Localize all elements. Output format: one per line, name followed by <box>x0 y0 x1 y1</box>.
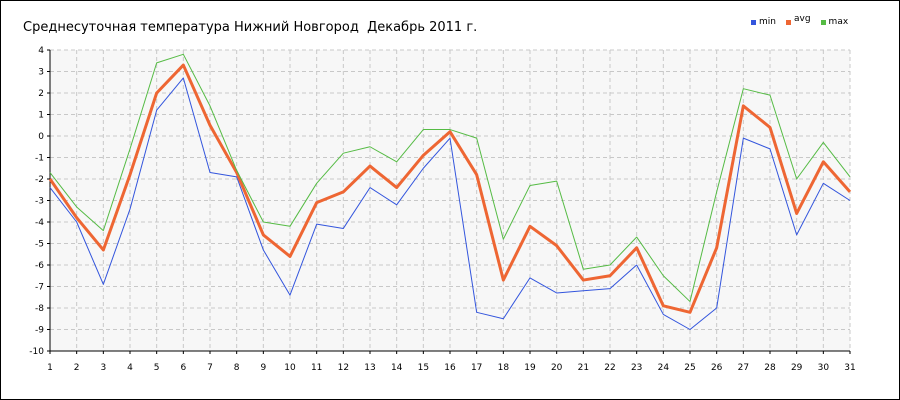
legend-item-min: min <box>751 17 776 27</box>
x-tick-label: 25 <box>684 363 695 373</box>
x-tick-label: 10 <box>284 363 296 373</box>
x-tick-label: 11 <box>311 363 322 373</box>
x-tick-label: 14 <box>391 363 403 373</box>
x-tick-label: 15 <box>418 363 429 373</box>
x-tick-label: 22 <box>604 363 615 373</box>
legend-swatch-max <box>820 19 826 25</box>
x-tick-label: 29 <box>791 363 803 373</box>
x-tick-label: 30 <box>818 363 830 373</box>
y-tick-label: -7 <box>35 283 44 293</box>
series-line-avg <box>48 63 852 314</box>
x-tick-label: 23 <box>631 363 642 373</box>
x-tick-label: 5 <box>154 363 160 373</box>
y-tick-label: -1 <box>35 154 44 164</box>
legend-label-min: min <box>759 17 776 27</box>
series-line-min <box>49 77 851 330</box>
x-tick-label: 17 <box>471 363 482 373</box>
chart-title: Среднесуточная температура Нижний Новгор… <box>23 20 478 35</box>
series-line-max <box>49 53 851 303</box>
y-tick-label: 1 <box>38 111 44 121</box>
y-tick-label: 3 <box>38 68 44 78</box>
x-tick-label: 16 <box>444 363 456 373</box>
y-tick-label: -9 <box>35 326 44 336</box>
y-tick-label: -4 <box>35 218 44 228</box>
legend-label-max: max <box>828 17 849 27</box>
legend-swatch-min <box>751 19 756 25</box>
x-tick-label: 4 <box>127 363 133 373</box>
x-tick-label: 1 <box>47 363 53 373</box>
x-tick-label: 12 <box>338 363 349 373</box>
y-tick-label: -10 <box>29 347 44 357</box>
y-tick-label: 0 <box>38 132 44 142</box>
legend-swatch-avg <box>785 19 791 25</box>
y-tick-label: -3 <box>35 197 44 207</box>
x-tick-label: 7 <box>207 363 213 373</box>
x-tick-label: 8 <box>234 363 240 373</box>
x-tick-label: 31 <box>844 363 855 373</box>
legend: min avg max <box>751 14 849 27</box>
legend-label-avg: avg <box>793 14 811 24</box>
y-tick-label: -2 <box>35 175 44 185</box>
x-tick-label: 6 <box>180 363 186 373</box>
x-tick-label: 19 <box>524 363 536 373</box>
legend-item-max: max <box>820 17 849 27</box>
x-tick-label: 28 <box>764 363 776 373</box>
y-tick-label: -6 <box>35 261 44 271</box>
x-tick-label: 18 <box>498 363 510 373</box>
x-tick-label: 27 <box>738 363 749 373</box>
y-tick-label: 4 <box>38 46 44 56</box>
x-tick-label: 21 <box>578 363 589 373</box>
y-tick-label: -5 <box>35 240 44 250</box>
x-tick-label: 20 <box>551 363 563 373</box>
x-tick-label: 9 <box>260 363 266 373</box>
legend-item-avg: avg <box>785 14 811 27</box>
x-tick-label: 26 <box>711 363 723 373</box>
y-tick-label: -8 <box>35 304 44 314</box>
x-tick-label: 13 <box>364 363 375 373</box>
x-tick-label: 3 <box>100 363 106 373</box>
x-tick-label: 2 <box>74 363 80 373</box>
x-tick-label: 24 <box>658 363 670 373</box>
y-tick-label: 2 <box>38 89 44 99</box>
